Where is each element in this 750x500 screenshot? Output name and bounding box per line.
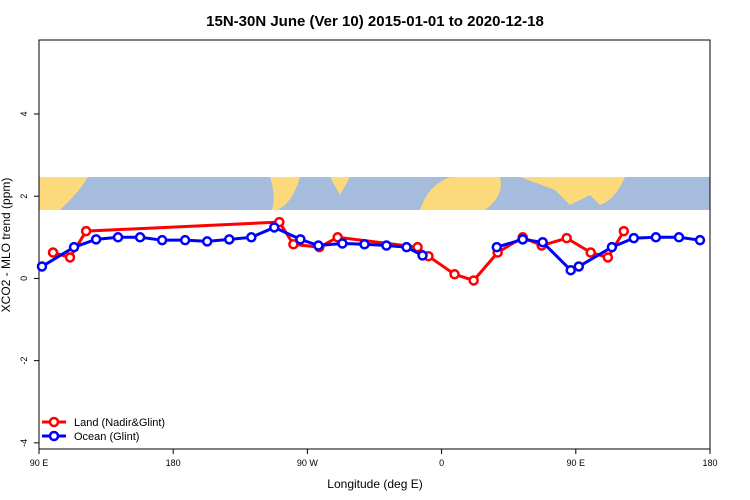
point (417, 250, 428, 261)
point (468, 275, 479, 286)
point (68, 241, 80, 253)
point (565, 264, 576, 276)
legend-marker (48, 430, 60, 442)
point (156, 234, 168, 246)
point (628, 232, 640, 244)
series-line (52, 220, 626, 283)
point (602, 252, 614, 263)
x-tick-label: 90 E (567, 458, 586, 468)
y-tick-label: 2 (19, 194, 29, 199)
point (618, 225, 630, 237)
point (449, 269, 460, 280)
point (269, 222, 280, 233)
legend-marker (48, 416, 60, 428)
legend-label: Land (Nadir&Glint) (74, 417, 165, 429)
point (491, 241, 503, 253)
point (36, 261, 48, 272)
point (90, 234, 102, 245)
x-tick-label: 90 W (297, 458, 319, 468)
x-tick-label: 0 (439, 458, 444, 468)
point (134, 232, 146, 243)
point (585, 247, 596, 258)
point (246, 232, 257, 243)
x-tick-label: 180 (166, 458, 181, 468)
y-axis-label: XCO2 - MLO trend (ppm) (0, 178, 13, 313)
point (401, 241, 412, 253)
point (573, 261, 585, 272)
y-tick-label: 0 (19, 276, 29, 281)
plot-frame (38, 39, 711, 450)
point (201, 236, 213, 247)
x-tick-label: 90 E (30, 458, 49, 468)
point (517, 234, 528, 245)
y-tick-label: -4 (19, 439, 29, 447)
point (295, 234, 306, 245)
point (112, 232, 124, 243)
legend-label: Ocean (Glint) (74, 431, 139, 443)
point (224, 234, 235, 245)
point (80, 225, 92, 237)
point (606, 241, 618, 253)
point (694, 234, 706, 246)
x-axis-label: Longitude (deg E) (327, 477, 422, 491)
point (650, 232, 662, 243)
point (47, 247, 59, 258)
x-tick-label: 180 (702, 458, 717, 468)
y-tick-label: -2 (19, 357, 29, 365)
point (561, 232, 572, 244)
point (673, 232, 685, 243)
point (359, 239, 370, 250)
point (337, 238, 348, 249)
map-band (39, 177, 710, 210)
point (537, 236, 548, 248)
point (179, 234, 191, 246)
chart-title: 15N-30N June (Ver 10) 2015-01-01 to 2020… (206, 13, 544, 30)
point (64, 252, 76, 263)
point (381, 240, 392, 251)
point (288, 239, 299, 250)
point (313, 240, 324, 251)
y-tick-label: 4 (19, 111, 29, 116)
